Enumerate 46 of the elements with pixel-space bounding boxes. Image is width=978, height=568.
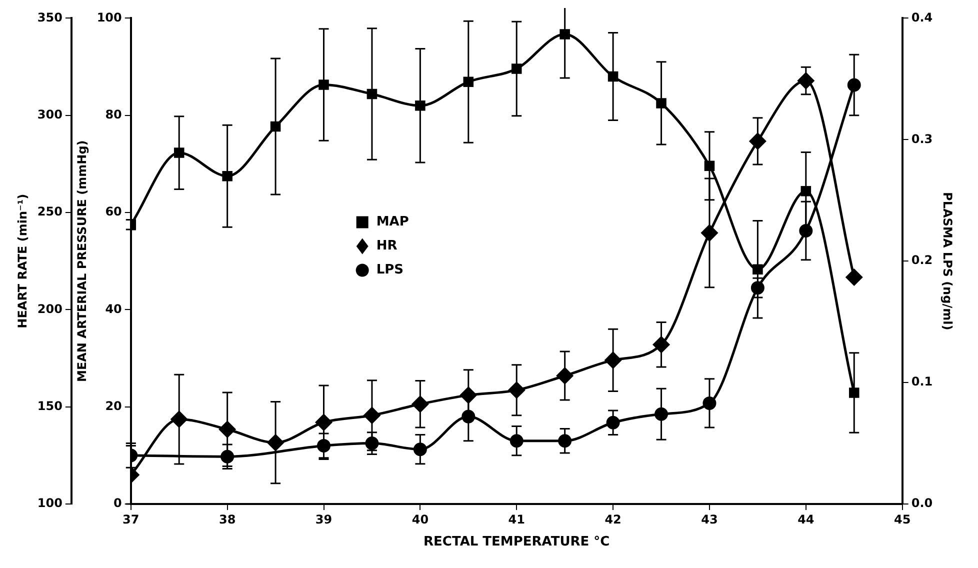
y-tick-label: 80 [105, 107, 122, 122]
legend-label: MAP [376, 214, 409, 230]
point [656, 98, 666, 108]
y2-tick-label: 100 [37, 496, 62, 510]
x-tick-label: 40 [412, 512, 429, 526]
y-axis-title: MEAN ARTERIAL PRESSURE (mmHg) [74, 140, 89, 382]
y-tick-label: 60 [105, 204, 122, 219]
point [318, 80, 329, 90]
point [848, 388, 860, 398]
y2-tick-label: 250 [37, 204, 62, 219]
legend-label: HR [376, 238, 398, 254]
point [704, 160, 715, 172]
point [222, 170, 232, 182]
y-tick-label: 0 [114, 496, 122, 510]
y2-axis-title: HEART RATE (min⁻¹) [15, 194, 30, 328]
y3-tick-label: 0.3 [911, 132, 933, 146]
x-tick-label: 39 [315, 512, 332, 526]
y-tick-label: 20 [105, 398, 122, 413]
y2-tick-label: 200 [37, 302, 62, 316]
y3-tick-label: 0.2 [911, 253, 933, 268]
y-tick-label: 40 [105, 302, 122, 316]
point [174, 148, 184, 158]
x-tick-label: 38 [218, 512, 236, 526]
y3-tick-label: 0.4 [911, 10, 933, 24]
point [560, 29, 570, 40]
x-tick-label: 41 [508, 512, 525, 526]
x-tick-label: 43 [701, 512, 718, 526]
y2-tick-label: 300 [37, 107, 62, 122]
y3-tick-label: 0.1 [911, 374, 933, 389]
point [752, 264, 763, 274]
x-tick-label: 42 [604, 512, 622, 526]
point [511, 64, 522, 74]
x-tick-label: 44 [798, 512, 814, 526]
y2-tick-label: 150 [37, 398, 62, 413]
x-tick-label: 45 [894, 512, 911, 526]
x-axis-title: RECTAL TEMPERATURE °C [424, 534, 610, 550]
point [800, 186, 812, 196]
y3-tick-label: 0.0 [911, 496, 933, 510]
x-tick-label: 37 [122, 512, 140, 526]
y3-axis-title: PLASMA LPS (ng/ml) [940, 192, 955, 330]
y-tick-label: 100 [96, 10, 122, 24]
point [463, 76, 474, 87]
y2-tick-label: 350 [37, 10, 62, 24]
legend-label: LPS [376, 262, 404, 278]
point [846, 268, 862, 286]
point [415, 100, 426, 111]
